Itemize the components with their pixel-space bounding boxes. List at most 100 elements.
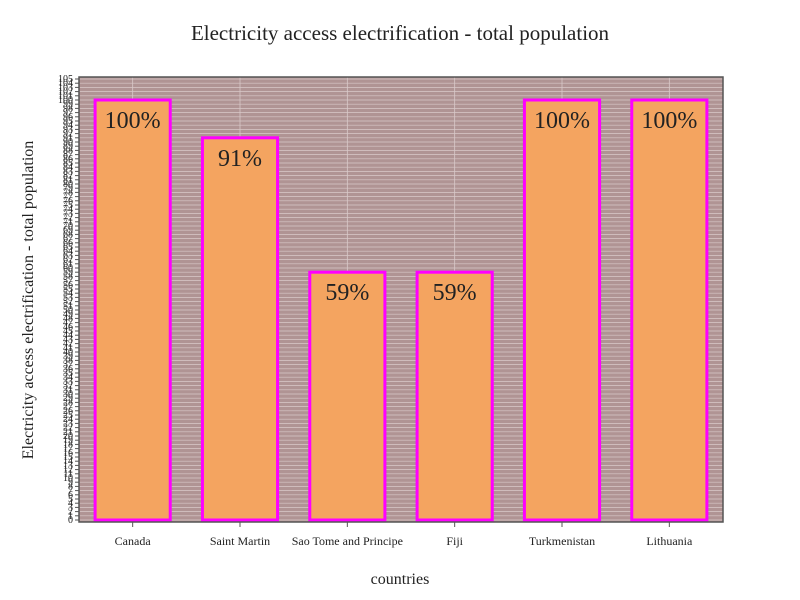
y-tick-label: 85 (63, 158, 73, 169)
y-tick-label: 101 (58, 91, 73, 102)
y-tick-label: 59 (63, 267, 73, 278)
y-tick-label: 21 (63, 427, 73, 438)
bars (93, 98, 709, 522)
x-tick-label: Fiji (446, 534, 463, 548)
y-tick-label: 97 (63, 108, 73, 119)
y-tick-label: 89 (63, 141, 73, 152)
x-ticks: Canada Saint Martin Sao Tome and Principe F… (115, 522, 693, 548)
y-tick-label: 10 (63, 473, 73, 484)
bar (200, 136, 280, 522)
y-tick-label: 98 (63, 103, 73, 114)
chart-title: Electricity access electrification - tot… (191, 21, 610, 45)
y-tick-label: 35 (63, 368, 73, 379)
y-tick-label: 18 (63, 439, 73, 450)
bar (630, 98, 709, 522)
bar (93, 98, 172, 522)
y-tick-label: 50 (63, 305, 73, 316)
data-labels: 100% 91% 59% 59% 100% 100% (105, 108, 698, 306)
y-tick-label: 5 (68, 494, 73, 505)
y-tick-label: 74 (63, 204, 73, 215)
y-tick-label: 65 (63, 242, 73, 253)
y-tick-label: 84 (63, 162, 73, 173)
y-tick-label: 12 (63, 465, 73, 476)
y-tick-label: 47 (63, 318, 73, 329)
y-tick-label: 79 (63, 183, 73, 194)
x-tick-label: Canada (115, 534, 152, 548)
y-tick-label: 17 (63, 444, 73, 455)
y-tick-label: 53 (63, 292, 73, 303)
y-tick-label: 11 (63, 469, 73, 480)
bar (415, 270, 494, 522)
y-tick-label: 60 (63, 263, 73, 274)
y-tick-label: 31 (63, 385, 73, 396)
y-tick-label: 42 (63, 339, 73, 350)
y-tick-label: 95 (63, 116, 73, 127)
y-tick-label: 66 (63, 238, 73, 249)
y-tick-label: 54 (63, 288, 73, 299)
y-tick-label: 4 (68, 498, 73, 509)
y-tick-label: 61 (63, 259, 73, 270)
y-tick-label: 76 (63, 196, 73, 207)
y-tick-label: 86 (63, 154, 73, 165)
plot-area (79, 77, 723, 522)
y-tick-label: 57 (63, 276, 73, 287)
y-tick-label: 99 (63, 99, 73, 110)
data-label: 100% (105, 108, 161, 134)
y-tick-label: 77 (63, 192, 73, 203)
y-tick-label: 14 (63, 456, 73, 467)
y-tick-label: 48 (63, 313, 73, 324)
y-tick-label: 26 (63, 406, 73, 417)
y-tick-label: 3 (68, 502, 73, 513)
y-tick-label: 92 (63, 129, 73, 140)
y-tick-label: 36 (63, 364, 73, 375)
y-tick-label: 73 (63, 208, 73, 219)
x-axis-label: countries (371, 571, 430, 588)
y-tick-label: 6 (68, 490, 73, 501)
y-tick-label: 39 (63, 351, 73, 362)
y-axis-label: Electricity access electrification - tot… (20, 141, 37, 460)
y-tick-label: 49 (63, 309, 73, 320)
y-tick-label: 88 (63, 145, 73, 156)
y-tick-label: 19 (63, 435, 73, 446)
y-tick-label: 103 (58, 82, 73, 93)
x-tick-label: Turkmenistan (529, 534, 595, 548)
x-tick-label: Saint Martin (210, 534, 270, 548)
y-tick-label: 46 (63, 322, 73, 333)
y-tick-label: 40 (63, 347, 73, 358)
y-tick-label: 25 (63, 410, 73, 421)
y-tick-label: 71 (63, 217, 73, 228)
y-tick-label: 81 (63, 175, 73, 186)
y-tick-label: 7 (68, 486, 73, 497)
y-tick-label: 33 (63, 376, 73, 387)
y-tick-label: 24 (63, 414, 73, 425)
y-tick-label: 72 (63, 213, 73, 224)
x-tick-label: Lithuania (646, 534, 693, 548)
y-tick-label: 78 (63, 187, 73, 198)
y-tick-label: 44 (63, 330, 73, 341)
y-tick-label: 68 (63, 229, 73, 240)
y-tick-label: 20 (63, 431, 73, 442)
data-label: 91% (218, 146, 262, 172)
y-tick-label: 100 (58, 95, 73, 106)
y-tick-label: 91 (63, 133, 73, 144)
y-tick-label: 32 (63, 381, 73, 392)
y-tick-label: 83 (63, 166, 73, 177)
y-tick-label: 80 (63, 179, 73, 190)
y-tick-label: 87 (63, 150, 73, 161)
y-tick-label: 94 (63, 120, 73, 131)
y-tick-label: 27 (63, 402, 73, 413)
plot-frame (78, 76, 724, 523)
y-tick-label: 69 (63, 225, 73, 236)
grid-lines (79, 77, 723, 522)
y-tick-label: 75 (63, 200, 73, 211)
y-tick-label: 67 (63, 234, 73, 245)
y-tick-label: 28 (63, 397, 73, 408)
y-tick-label: 90 (63, 137, 73, 148)
y-tick-label: 37 (63, 360, 73, 371)
y-tick-label: 0 (68, 515, 73, 526)
y-tick-label: 70 (63, 221, 73, 232)
y-tick-label: 9 (68, 477, 73, 488)
y-tick-label: 13 (63, 460, 73, 471)
data-label: 100% (641, 108, 697, 134)
bar (308, 270, 387, 522)
